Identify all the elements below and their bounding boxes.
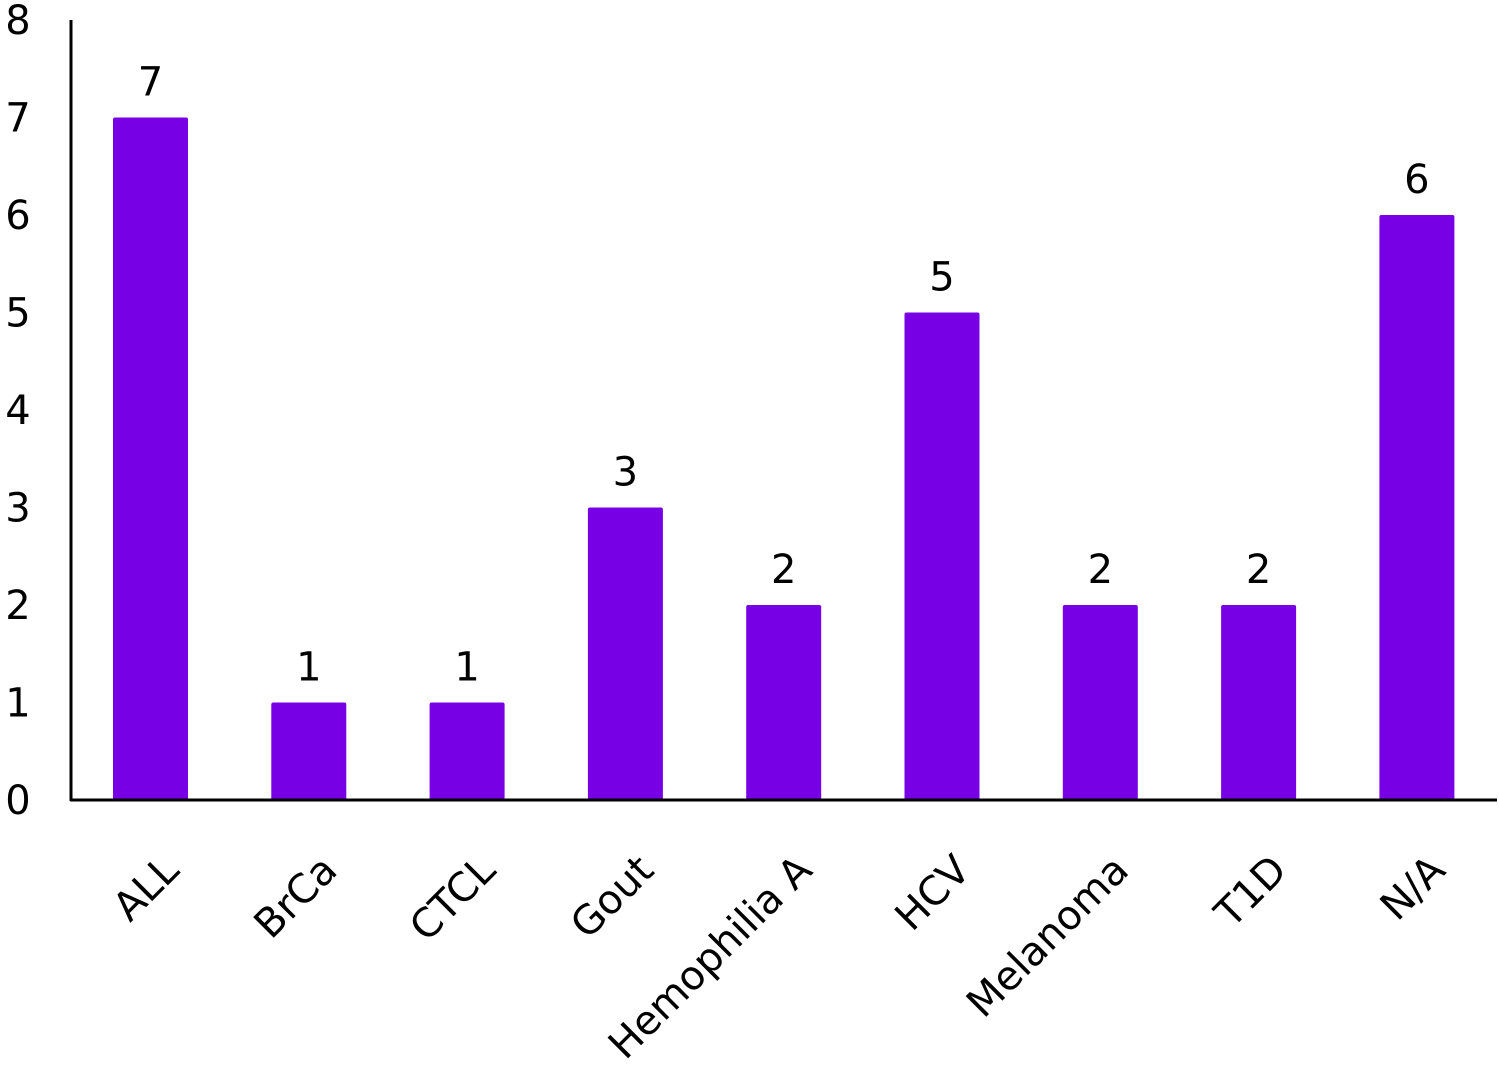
bar-t1d: [1221, 605, 1297, 800]
x-tick-label: HCV: [887, 846, 980, 939]
data-label: 1: [454, 645, 479, 691]
y-tick-label: 7: [5, 96, 30, 142]
y-tick-label: 2: [5, 583, 30, 629]
bar-hemophilia-a: [746, 605, 822, 800]
y-tick-label: 1: [5, 681, 30, 727]
data-label: 2: [1088, 547, 1113, 593]
bar-n-a: [1379, 215, 1455, 800]
data-label: 2: [771, 547, 796, 593]
data-labels-layer: 7 1 1 3 2 5 2 2 6: [138, 60, 1430, 691]
data-label: 2: [1246, 547, 1271, 593]
y-tick-label: 3: [5, 486, 30, 532]
x-tick-label: T1D: [1206, 847, 1296, 937]
data-label: 1: [296, 645, 321, 691]
x-tick-label: Melanoma: [958, 847, 1138, 1027]
bar-all: [113, 117, 188, 800]
data-label: 7: [138, 60, 163, 106]
bar-hcv: [904, 312, 980, 800]
x-tick-label: CTCL: [401, 846, 505, 950]
data-label: 6: [1404, 157, 1429, 203]
y-axis-ticks: 0 1 2 3 4 5 6 7 8: [5, 0, 30, 824]
y-tick-label: 8: [5, 0, 30, 44]
bars-layer: [113, 117, 1455, 800]
bar-gout: [587, 507, 663, 800]
x-tick-label: ALL: [105, 846, 189, 930]
y-tick-label: 0: [5, 778, 30, 824]
y-tick-label: 5: [5, 291, 30, 337]
bar-melanoma: [1062, 605, 1138, 800]
y-tick-label: 4: [5, 388, 30, 434]
data-label: 3: [613, 450, 638, 496]
bar-ctcl: [429, 702, 505, 800]
x-tick-label: N/A: [1372, 846, 1455, 929]
x-tick-label: BrCa: [246, 847, 347, 948]
y-tick-label: 6: [5, 193, 30, 239]
data-label: 5: [929, 255, 954, 301]
x-tick-label: Gout: [562, 847, 663, 948]
bar-brca: [271, 702, 347, 800]
